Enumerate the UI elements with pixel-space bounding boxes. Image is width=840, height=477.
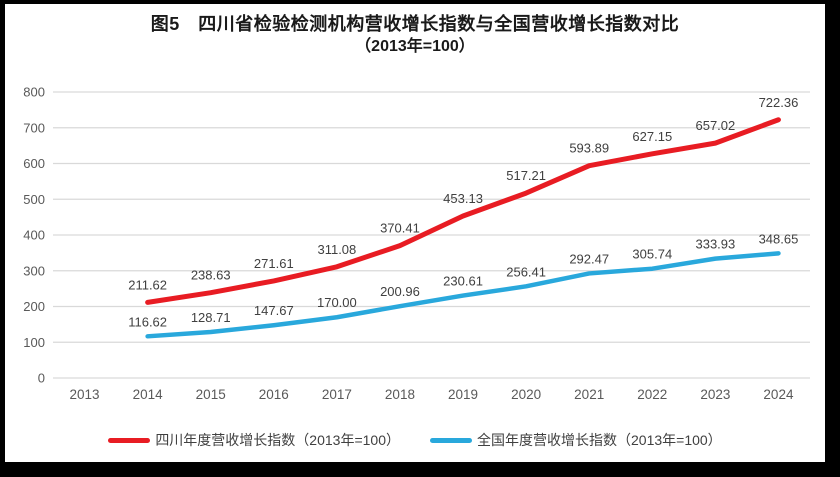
y-axis-tick-label: 500 (23, 192, 45, 207)
x-axis-tick-label: 2024 (763, 387, 794, 402)
x-axis-tick-label: 2018 (385, 387, 415, 402)
y-axis-tick-label: 600 (23, 156, 45, 171)
data-label: 238.63 (191, 268, 231, 283)
x-axis-tick-label: 2019 (448, 387, 478, 402)
x-axis-tick-label: 2022 (637, 387, 667, 402)
x-axis-tick-label: 2014 (133, 387, 164, 402)
y-axis-tick-label: 0 (38, 371, 45, 386)
y-axis-tick-label: 300 (23, 263, 45, 278)
data-label: 722.36 (759, 95, 799, 110)
legend-label-sichuan: 四川年度营收增长指数（2013年=100） (155, 432, 400, 448)
data-label: 147.67 (254, 303, 294, 318)
chart-canvas: 图5 四川省检验检测机构营收增长指数与全国营收增长指数对比 （2013年=100… (5, 4, 825, 462)
data-label: 657.02 (695, 118, 735, 133)
data-label: 292.47 (569, 251, 609, 266)
data-label: 627.15 (632, 129, 672, 144)
x-axis-tick-label: 2016 (259, 387, 289, 402)
data-label: 311.08 (317, 242, 356, 257)
chart-title-line2: （2013年=100） (355, 38, 475, 55)
data-label: 370.41 (380, 221, 420, 236)
x-axis-tick-label: 2017 (322, 387, 352, 402)
x-axis-tick-label: 2013 (70, 387, 100, 402)
chart-title: 图5 四川省检验检测机构营收增长指数与全国营收增长指数对比 （2013年=100… (5, 12, 825, 57)
y-axis-tick-label: 700 (23, 120, 45, 135)
legend-swatch-national (430, 437, 472, 443)
legend: 四川年度营收增长指数（2013年=100） 全国年度营收增长指数（2013年=1… (5, 430, 825, 450)
data-label: 333.93 (695, 237, 735, 252)
y-axis-tick-label: 800 (23, 85, 45, 100)
y-axis-tick-label: 400 (23, 228, 45, 243)
data-label: 517.21 (506, 168, 546, 183)
data-label: 211.62 (128, 277, 167, 292)
data-label: 453.13 (443, 191, 483, 206)
data-label: 200.96 (380, 284, 420, 299)
data-label: 128.71 (191, 310, 231, 325)
x-axis-tick-label: 2021 (574, 387, 604, 402)
data-label: 116.62 (128, 314, 167, 329)
data-label: 305.74 (632, 247, 672, 262)
data-label: 348.65 (759, 231, 799, 246)
data-label: 256.41 (506, 264, 546, 279)
legend-swatch-sichuan (108, 437, 151, 443)
legend-label-national: 全国年度营收增长指数（2013年=100） (477, 432, 722, 448)
legend-item-national: 全国年度营收增长指数（2013年=100） (430, 430, 722, 450)
series-line-1 (145, 251, 781, 339)
x-axis-tick-label: 2020 (511, 387, 541, 402)
x-axis-tick-label: 2023 (700, 387, 730, 402)
x-axis-tick-label: 2015 (196, 387, 226, 402)
y-axis-tick-label: 200 (23, 299, 45, 314)
y-axis-tick-label: 100 (23, 335, 45, 350)
series-line-0 (145, 117, 781, 305)
line-chart-plot-area: 0 100 200 300 400 500 600 700 800 2013 2014 2015 201… (23, 85, 810, 402)
chart-title-line1: 图5 四川省检验检测机构营收增长指数与全国营收增长指数对比 (150, 14, 680, 34)
data-label: 593.89 (569, 141, 609, 156)
data-label: 230.61 (443, 274, 483, 289)
data-label: 170.00 (317, 295, 357, 310)
data-label: 271.61 (254, 256, 294, 271)
legend-item-sichuan: 四川年度营收增长指数（2013年=100） (108, 430, 400, 450)
